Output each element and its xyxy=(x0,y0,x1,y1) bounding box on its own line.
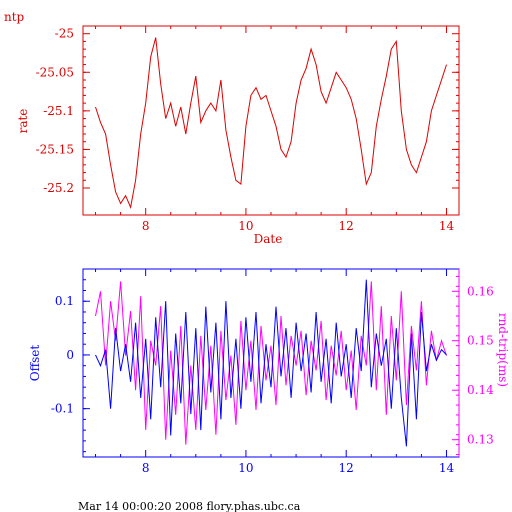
offset-x-tick-label: 10 xyxy=(238,461,253,475)
offset-plot-left-frame xyxy=(82,268,460,458)
rtt-axis-title: rnd-trip(ms) xyxy=(496,313,510,387)
rate-y-tick-label: -25 xyxy=(55,27,74,41)
rtt-y-tick-label: 0.15 xyxy=(467,334,494,348)
offset-x-tick-label: 8 xyxy=(142,461,150,475)
rate-y-tick-label: -25.1 xyxy=(43,104,74,118)
rtt-y-tick-label: 0.16 xyxy=(467,284,494,298)
rate-x-tick-label: 12 xyxy=(339,219,354,233)
rate-panel: -25 -25.05 -25.1 -25.15 -25.2 8 10 12 14 rate D… xyxy=(16,25,460,246)
rate-y-tick-labels: -25 -25.05 -25.1 -25.15 -25.2 xyxy=(36,27,74,195)
rate-series-group xyxy=(95,37,447,210)
rate-y-tick-label: -25.05 xyxy=(36,65,74,79)
date-axis-title: Date xyxy=(254,232,283,246)
offset-rtt-panel: 0.1 0 -0.1 0.16 0.15 0.14 0.13 8 10 12 14 Offset… xyxy=(28,268,510,475)
offset-x-tick-label: 12 xyxy=(339,461,354,475)
offset-y-tick-labels: 0.1 0 -0.1 xyxy=(51,294,74,415)
offset-axis-title: Offset xyxy=(28,345,42,382)
rate-y-tick-label: -25.15 xyxy=(36,142,74,156)
offset-x-tick-label: 14 xyxy=(439,461,455,475)
offset-y-tick-label: 0 xyxy=(66,348,74,362)
offset-series-line xyxy=(95,279,447,447)
rtt-y-tick-labels: 0.16 0.15 0.14 0.13 xyxy=(467,284,494,446)
rtt-y-tick-label: 0.14 xyxy=(467,383,494,397)
offset-x-tick-labels: 8 10 12 14 xyxy=(142,461,455,475)
rate-x-tick-label: 8 xyxy=(142,219,150,233)
rate-axis-ticks xyxy=(83,26,459,215)
footer-timestamp: Mar 14 00:00:20 2008 flory.phas.ubc.ca xyxy=(78,500,301,512)
rate-x-tick-label: 14 xyxy=(439,219,455,233)
rate-series-line xyxy=(95,37,447,210)
rate-y-tick-label: -25.2 xyxy=(43,181,74,195)
offset-rtt-series-group xyxy=(95,279,447,447)
rate-x-tick-labels: 8 10 12 14 xyxy=(142,219,455,233)
offset-y-tick-label: 0.1 xyxy=(55,294,74,308)
offset-y-tick-label: -0.1 xyxy=(51,402,74,416)
rate-axis-title: rate xyxy=(16,109,30,134)
rtt-y-tick-label: 0.13 xyxy=(467,433,494,447)
rate-x-tick-label: 10 xyxy=(238,219,253,233)
header-label: ntp xyxy=(4,10,25,24)
offset-axis-ticks xyxy=(83,269,459,457)
